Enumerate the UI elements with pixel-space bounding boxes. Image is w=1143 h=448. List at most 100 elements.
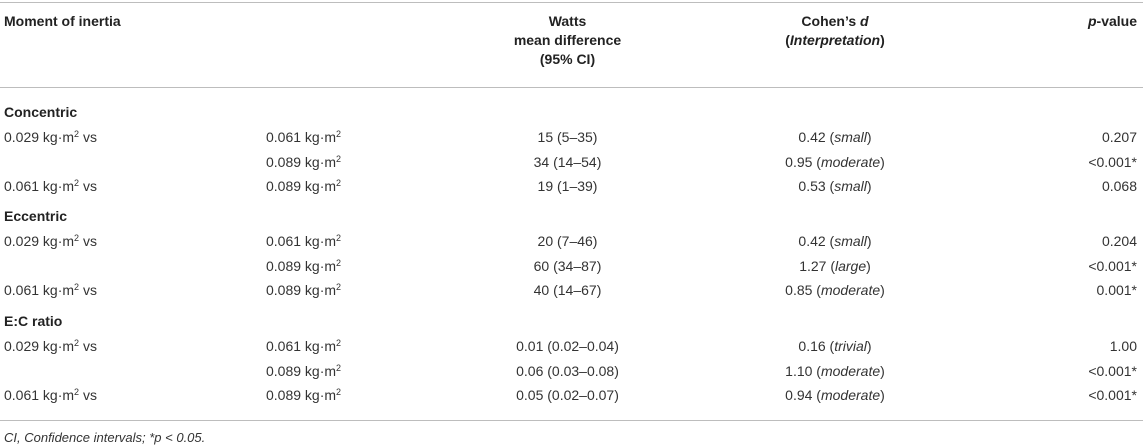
interpretation-text: moderate: [820, 387, 881, 403]
from-value: 0.029 kg·m: [4, 338, 75, 354]
comparison-to: 0.089 kg·m2: [266, 282, 341, 298]
interpretation-text: large: [835, 258, 867, 274]
comparison-to: 0.061 kg·m2: [266, 338, 341, 354]
table-row: 0.029 kg·m2 vs 0.061 kg·m2 0.01 (0.02–0.04…: [0, 338, 1143, 358]
header-p-suffix: -value: [1096, 13, 1137, 29]
header-p-symbol: p: [1087, 13, 1097, 29]
p-value-cell: 0.001*: [1096, 282, 1137, 298]
to-value: 0.089 kg·m: [266, 178, 337, 194]
cohens-d-cell: 0.85 (moderate): [785, 282, 885, 298]
header-watts-line2: mean difference: [513, 32, 622, 48]
from-value: 0.029 kg·m: [4, 129, 75, 145]
from-exponent: 2: [74, 387, 80, 397]
from-suffix: vs: [79, 233, 97, 249]
interpretation-text: small: [834, 129, 867, 145]
from-value: 0.061 kg·m: [4, 178, 75, 194]
mean-difference-cell: 20 (7–46): [537, 233, 598, 249]
interpretation-text: moderate: [820, 154, 881, 170]
p-value-cell: 0.068: [1101, 178, 1137, 194]
from-suffix: vs: [79, 282, 97, 298]
to-value: 0.089 kg·m: [266, 154, 337, 170]
mean-difference-cell: 0.06 (0.03–0.08): [516, 363, 619, 379]
mean-difference-cell: 40 (14–67): [533, 282, 602, 298]
cohens-d-value: 0.94: [785, 387, 813, 403]
to-exponent: 2: [336, 338, 342, 348]
p-value-cell: <0.001*: [1088, 258, 1137, 274]
table-top-rule: [0, 2, 1143, 3]
header-watts-mean-difference: Watts mean difference (95% CI): [495, 12, 640, 69]
comparison-to: 0.061 kg·m2: [266, 233, 341, 249]
mean-difference-cell: 19 (1–39): [537, 178, 598, 194]
header-watts-line1: Watts: [548, 13, 587, 29]
table-bottom-rule: [0, 420, 1143, 421]
to-exponent: 2: [336, 387, 342, 397]
header-p-value: p-value: [1088, 12, 1137, 31]
cohens-d-value: 1.27: [799, 258, 827, 274]
from-exponent: 2: [74, 129, 80, 139]
section-title: E:C ratio: [4, 313, 63, 329]
from-suffix: vs: [79, 178, 97, 194]
to-value: 0.089 kg·m: [266, 387, 337, 403]
from-exponent: 2: [74, 338, 80, 348]
to-exponent: 2: [336, 282, 342, 292]
cohens-d-value: 0.42: [798, 129, 826, 145]
comparison-to: 0.089 kg·m2: [266, 154, 341, 170]
to-value: 0.061 kg·m: [266, 233, 337, 249]
p-value-cell: 0.207: [1101, 129, 1137, 145]
interpretation-text: trivial: [834, 338, 867, 354]
cohens-d-value: 0.42: [798, 233, 826, 249]
comparison-from: 0.029 kg·m2 vs: [4, 129, 97, 145]
comparison-from: 0.061 kg·m2 vs: [4, 282, 97, 298]
section-title: Concentric: [4, 104, 78, 120]
p-value-cell: <0.001*: [1088, 154, 1137, 170]
from-suffix: vs: [79, 338, 97, 354]
p-value-cell: <0.001*: [1088, 387, 1137, 403]
comparison-to: 0.089 kg·m2: [266, 178, 341, 194]
header-cohens-line1: Cohen’s d: [765, 12, 905, 31]
to-exponent: 2: [336, 178, 342, 188]
comparison-from: 0.029 kg·m2 vs: [4, 233, 97, 249]
mean-difference-cell: 60 (34–87): [533, 258, 602, 274]
p-value-cell: 1.00: [1109, 338, 1137, 354]
cohens-d-cell: 1.10 (moderate): [785, 363, 885, 379]
cohens-d-cell: 0.16 (trivial): [798, 338, 872, 354]
comparison-from: 0.061 kg·m2 vs: [4, 387, 97, 403]
to-value: 0.061 kg·m: [266, 338, 337, 354]
cohens-d-cell: 0.53 (small): [798, 178, 872, 194]
table-header-rule: [0, 87, 1143, 88]
to-exponent: 2: [336, 258, 342, 268]
cohens-d-cell: 0.42 (small): [798, 233, 872, 249]
table-footnote: CI, Confidence intervals; *p < 0.05.: [4, 430, 206, 445]
table-row: 0.089 kg·m2 60 (34–87) 1.27 (large) <0.001*: [0, 258, 1143, 278]
p-value-cell: <0.001*: [1088, 363, 1137, 379]
table-row: 0.089 kg·m2 0.06 (0.03–0.08) 1.10 (moderat…: [0, 363, 1143, 383]
interpretation-text: small: [834, 233, 867, 249]
mean-difference-cell: 34 (14–54): [533, 154, 602, 170]
table-row: 0.061 kg·m2 vs 0.089 kg·m2 19 (1–39) 0.53 (…: [0, 178, 1143, 198]
cohens-d-cell: 0.95 (moderate): [785, 154, 885, 170]
mean-difference-cell: 15 (5–35): [537, 129, 598, 145]
interpretation-text: small: [834, 178, 867, 194]
table-row: 0.061 kg·m2 vs 0.089 kg·m2 40 (14–67) 0.85 …: [0, 282, 1143, 302]
cohens-d-value: 1.10: [785, 363, 813, 379]
p-value-cell: 0.204: [1101, 233, 1137, 249]
cohens-d-cell: 1.27 (large): [799, 258, 871, 274]
to-value: 0.061 kg·m: [266, 129, 337, 145]
mean-difference-cell: 0.01 (0.02–0.04): [516, 338, 619, 354]
cohens-d-value: 0.53: [798, 178, 826, 194]
to-value: 0.089 kg·m: [266, 363, 337, 379]
to-exponent: 2: [336, 154, 342, 164]
comparison-from: 0.061 kg·m2 vs: [4, 178, 97, 194]
comparison-to: 0.061 kg·m2: [266, 129, 341, 145]
from-suffix: vs: [79, 129, 97, 145]
section-title: Eccentric: [4, 208, 68, 224]
header-moment-of-inertia: Moment of inertia: [4, 13, 121, 29]
from-value: 0.061 kg·m: [4, 282, 75, 298]
from-exponent: 2: [74, 178, 80, 188]
cohens-d-value: 0.85: [785, 282, 813, 298]
from-suffix: vs: [79, 387, 97, 403]
header-watts-line3: (95% CI): [539, 51, 596, 67]
to-exponent: 2: [336, 129, 342, 139]
to-exponent: 2: [336, 363, 342, 373]
header-interpretation: Interpretation: [789, 32, 881, 48]
